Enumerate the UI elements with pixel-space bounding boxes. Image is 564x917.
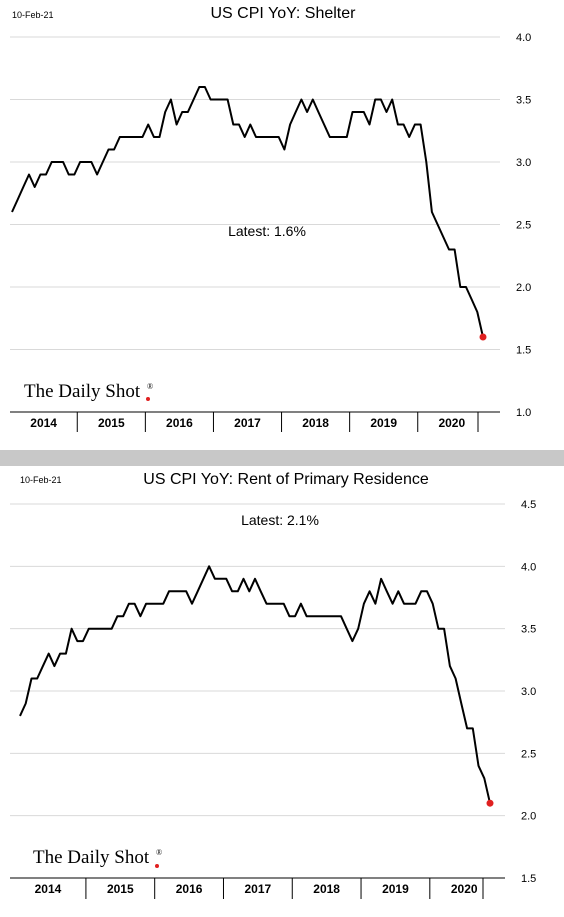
x-tick-label: 2015 (98, 416, 125, 430)
y-tick-label: 4.0 (516, 32, 531, 44)
y-axis-ticks: 1.5 2.0 2.5 3.0 3.5 4.0 4.5 (521, 499, 536, 885)
logo-dot-icon (155, 864, 159, 868)
source-logo: The Daily Shot ® (33, 847, 162, 868)
x-tick-label: 2016 (166, 416, 193, 430)
y-tick-label: 1.5 (521, 873, 536, 885)
chart-shelter: 10-Feb-21 US CPI YoY: Shelter 1.0 1.5 2.0 2… (10, 5, 531, 432)
x-tick-label: 2017 (234, 416, 261, 430)
x-tick-label: 2014 (35, 882, 62, 896)
y-tick-label: 1.0 (516, 407, 531, 419)
x-tick-label: 2019 (370, 416, 397, 430)
y-tick-label: 2.5 (521, 748, 536, 760)
x-tick-label: 2017 (245, 882, 272, 896)
chart-date: 10-Feb-21 (20, 475, 62, 485)
series-line (11, 86, 484, 338)
y-tick-label: 4.0 (521, 561, 536, 573)
y-tick-label: 3.0 (516, 157, 531, 169)
latest-point-marker (486, 799, 494, 807)
series-line (19, 565, 491, 804)
y-tick-label: 2.5 (516, 220, 531, 232)
latest-annotation: Latest: 1.6% (228, 223, 306, 239)
chart-title: US CPI YoY: Shelter (211, 5, 357, 22)
y-tick-label: 3.0 (521, 686, 536, 698)
x-tick-label: 2018 (302, 416, 329, 430)
y-tick-label: 1.5 (516, 345, 531, 357)
x-tick-label: 2019 (382, 882, 409, 896)
y-tick-label: 3.5 (516, 95, 531, 107)
x-tick-label: 2014 (30, 416, 57, 430)
y-tick-label: 4.5 (521, 499, 536, 511)
y-tick-label: 2.0 (516, 282, 531, 294)
x-tick-label: 2020 (451, 882, 478, 896)
y-axis-ticks: 1.0 1.5 2.0 2.5 3.0 3.5 4.0 (516, 32, 531, 419)
source-logo-text: The Daily Shot (33, 847, 150, 868)
chart-panel-shelter: 10-Feb-21 US CPI YoY: Shelter 1.0 1.5 2.0 2… (0, 0, 564, 450)
x-tick-label: 2015 (107, 882, 134, 896)
panel-separator (0, 450, 564, 466)
source-logo-mark: ® (147, 382, 153, 391)
chart-title: US CPI YoY: Rent of Primary Residence (143, 471, 429, 488)
gridlines (10, 36, 500, 350)
chart-rent: 10-Feb-21 US CPI YoY: Rent of Primary Re… (10, 471, 536, 899)
chart-date: 10-Feb-21 (12, 10, 54, 20)
latest-point-marker (479, 333, 487, 341)
y-tick-label: 2.0 (521, 811, 536, 823)
x-tick-label: 2018 (313, 882, 340, 896)
source-logo: The Daily Shot ® (24, 381, 153, 402)
chart-panel-rent: 10-Feb-21 US CPI YoY: Rent of Primary Re… (0, 466, 564, 912)
logo-dot-icon (146, 397, 150, 401)
x-axis: 2014 2015 2016 2017 2018 2019 2020 (10, 877, 505, 899)
source-logo-text: The Daily Shot (24, 381, 141, 402)
x-axis: 2014 2015 2016 2017 2018 2019 2020 (10, 411, 500, 432)
latest-annotation: Latest: 2.1% (241, 512, 319, 528)
gridlines (10, 503, 505, 817)
source-logo-mark: ® (156, 848, 162, 857)
y-tick-label: 3.5 (521, 624, 536, 636)
x-tick-label: 2020 (438, 416, 465, 430)
x-tick-label: 2016 (176, 882, 203, 896)
